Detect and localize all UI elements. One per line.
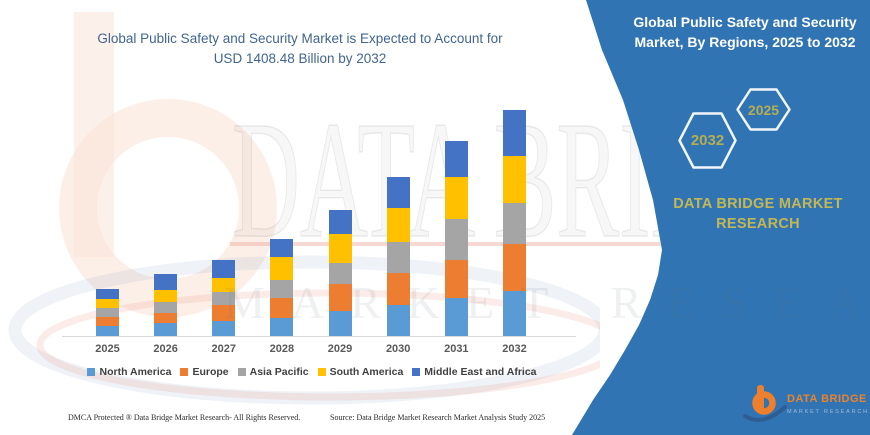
bar-segment bbox=[502, 109, 526, 156]
brand-line2: RESEARCH bbox=[716, 216, 800, 232]
logo-sub-text: MARKET RESEARCH bbox=[787, 409, 868, 415]
x-axis-label: 2026 bbox=[153, 343, 178, 355]
bar-segment bbox=[444, 260, 468, 298]
bar-segment bbox=[444, 141, 468, 178]
bar-segment bbox=[328, 284, 352, 312]
bar-segment bbox=[386, 273, 410, 306]
bar-2029 bbox=[328, 210, 352, 336]
legend-label: South America bbox=[329, 366, 404, 378]
bar-2026 bbox=[154, 274, 178, 336]
bar-segment bbox=[96, 326, 119, 336]
bar-2032 bbox=[502, 109, 526, 336]
bar-segment bbox=[270, 257, 294, 281]
footer-dmca-text: DMCA Protected ® Data Bridge Market Rese… bbox=[68, 413, 301, 422]
legend-swatch bbox=[237, 368, 246, 376]
x-axis-label: 2027 bbox=[211, 343, 236, 355]
legend-item: South America bbox=[317, 366, 404, 378]
bar-2030 bbox=[386, 176, 410, 336]
bar-segment bbox=[502, 202, 526, 245]
bar-segment bbox=[386, 176, 410, 208]
bar-segment bbox=[386, 305, 410, 336]
hexagon-2032: 2032 bbox=[678, 112, 737, 169]
bar-segment bbox=[270, 280, 294, 299]
company-logo: DATA BRIDGE MARKET RESEARCH bbox=[743, 381, 868, 431]
brand-line1: DATA BRIDGE MARKET bbox=[673, 196, 843, 212]
bar-segment bbox=[270, 298, 294, 318]
legend-label: North America bbox=[99, 366, 172, 378]
chart-title: Global Public Safety and Security Market… bbox=[55, 29, 545, 70]
bar-segment bbox=[212, 321, 236, 336]
legend-item: Europe bbox=[180, 366, 229, 378]
bar-segment bbox=[212, 278, 236, 293]
bar-2028 bbox=[270, 239, 294, 336]
bar-segment bbox=[154, 313, 178, 323]
chart-title-line2: USD 1408.48 Billion by 2032 bbox=[213, 51, 387, 67]
legend-label: Europe bbox=[192, 366, 229, 378]
legend: North America Europe Asia Pacific South Ame… bbox=[62, 366, 562, 378]
bar-segment bbox=[328, 263, 352, 285]
bar-segment bbox=[96, 289, 119, 299]
panel-title-line2: Market, By Regions, 2025 to 2032 bbox=[634, 34, 856, 51]
hexagon-2025-label: 2025 bbox=[747, 101, 780, 118]
bar-segment bbox=[212, 305, 236, 321]
chart-title-line1: Global Public Safety and Security Market… bbox=[97, 31, 503, 46]
x-axis-label: 2031 bbox=[444, 343, 469, 355]
footer-source-text: Source: Data Bridge Market Research Mark… bbox=[330, 413, 546, 422]
bar-segment bbox=[386, 207, 410, 243]
legend-item: Asia Pacific bbox=[237, 366, 309, 378]
x-axis-label: 2030 bbox=[385, 343, 411, 355]
hexagon-outline-icon bbox=[736, 88, 791, 131]
bar-segment bbox=[386, 242, 410, 274]
bar-segment bbox=[270, 318, 294, 336]
panel-title-line1: Global Public Safety and Security bbox=[633, 14, 857, 30]
bar-segment bbox=[270, 239, 294, 258]
bar-segment bbox=[444, 177, 468, 220]
legend-item: Middle East and Africa bbox=[412, 366, 537, 378]
legend-item: North America bbox=[87, 366, 171, 378]
bar-segment bbox=[154, 274, 178, 291]
hexagon-outline-icon bbox=[678, 112, 737, 169]
legend-label: Asia Pacific bbox=[249, 366, 309, 378]
x-axis-label: 2025 bbox=[95, 343, 120, 355]
panel-title: Global Public Safety and Security Market… bbox=[615, 12, 870, 53]
bar-segment bbox=[444, 298, 468, 336]
bar-segment bbox=[328, 311, 352, 336]
bar-segment bbox=[96, 317, 119, 326]
bar-segment bbox=[212, 260, 236, 279]
bar-segment bbox=[96, 308, 119, 317]
hexagon-2025: 2025 bbox=[736, 88, 791, 131]
bar-segment bbox=[444, 219, 468, 260]
bar-segment bbox=[96, 299, 119, 308]
bar-segment bbox=[212, 292, 236, 306]
x-axis-label: 2029 bbox=[327, 343, 353, 355]
bar-segment bbox=[154, 290, 178, 303]
x-axis-label: 2028 bbox=[269, 343, 295, 355]
legend-swatch bbox=[317, 368, 326, 376]
data-bridge-logo-icon: DATA BRIDGE MARKET RESEARCH bbox=[743, 385, 868, 422]
x-axis-label: 2032 bbox=[502, 343, 527, 355]
x-axis-line bbox=[62, 336, 576, 337]
bar-segment bbox=[154, 323, 178, 336]
legend-swatch bbox=[180, 368, 189, 376]
brand-wordmark: DATA BRIDGE MARKET RESEARCH bbox=[658, 194, 858, 234]
bar-segment bbox=[502, 291, 526, 336]
legend-swatch bbox=[87, 368, 96, 376]
logo-name-text: DATA BRIDGE bbox=[787, 393, 867, 405]
legend-label: Middle East and Africa bbox=[424, 366, 537, 378]
bar-segment bbox=[502, 244, 526, 292]
bar-segment bbox=[502, 155, 526, 203]
bar-2031 bbox=[444, 141, 468, 336]
bar-2025 bbox=[96, 289, 119, 336]
bar-segment bbox=[328, 210, 352, 235]
hexagon-2032-label: 2032 bbox=[690, 132, 725, 149]
legend-swatch bbox=[412, 368, 421, 376]
bar-segment bbox=[328, 234, 352, 264]
bar-2027 bbox=[212, 260, 236, 336]
bar-segment bbox=[154, 302, 178, 313]
